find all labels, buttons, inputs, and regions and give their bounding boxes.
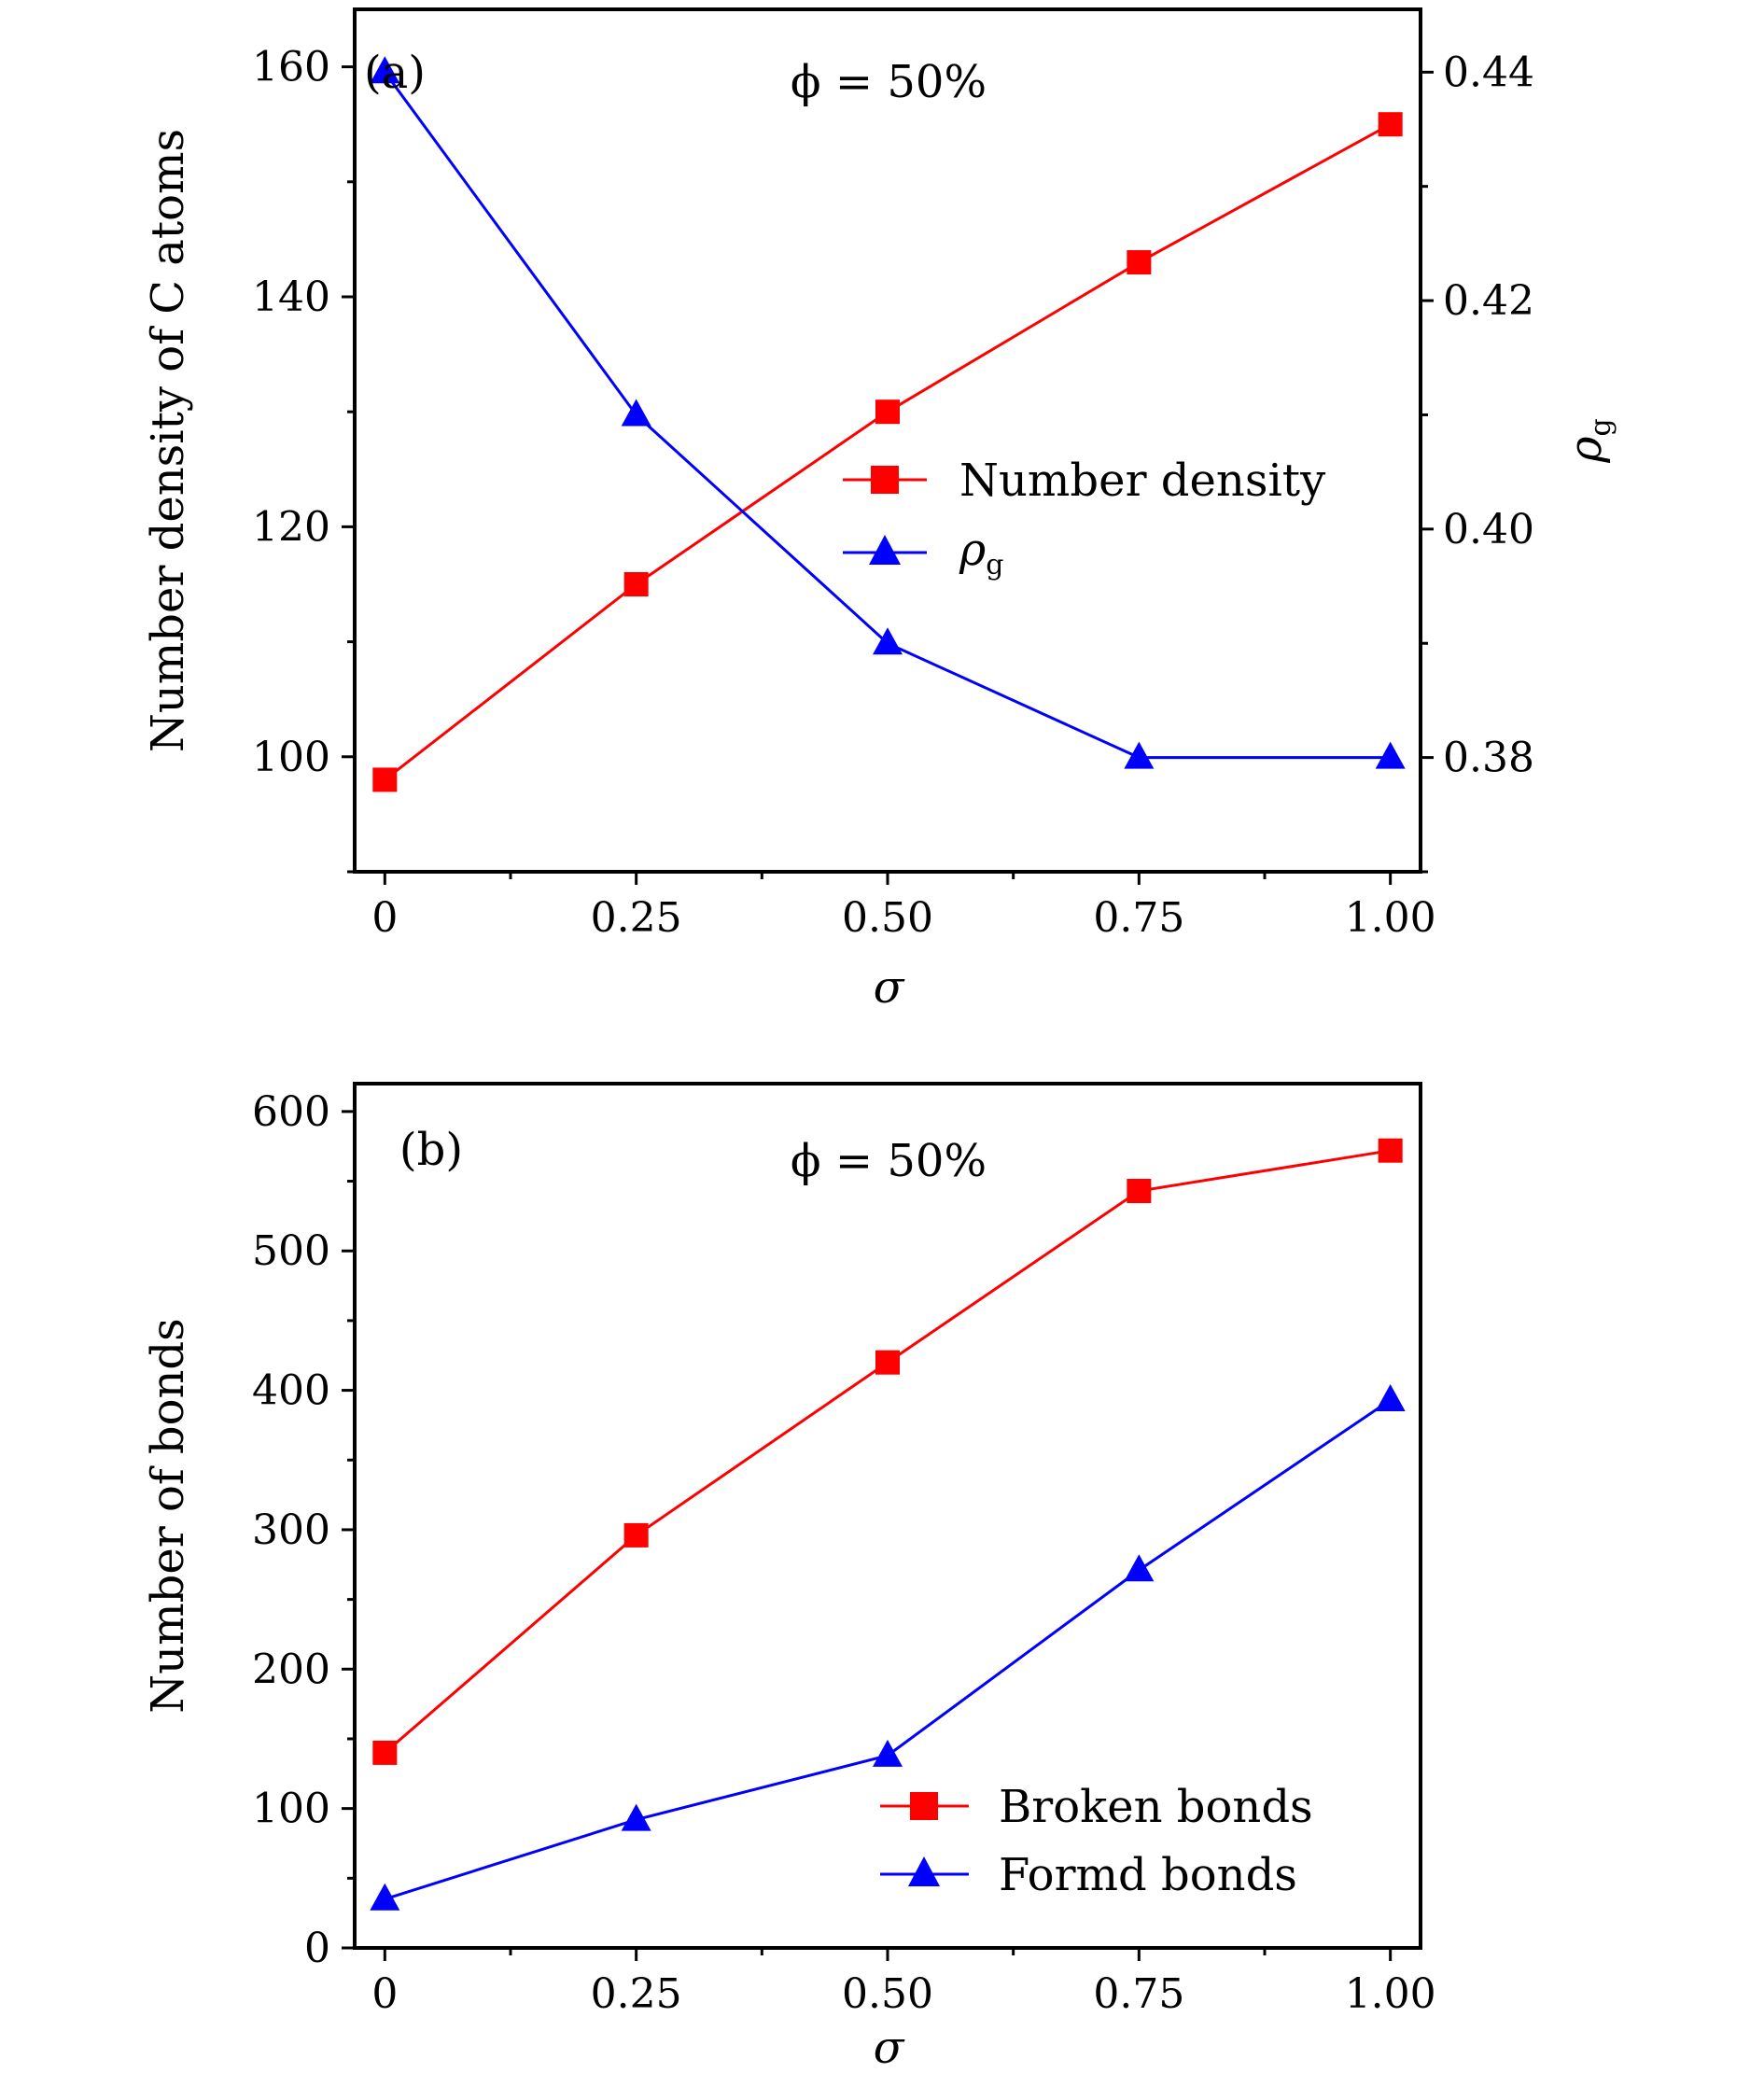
data-point-b-1-3 [1124, 1554, 1155, 1582]
x-tick-label-a-0: 0 [371, 894, 398, 942]
y2-tick-label-a-3: 0.44 [1443, 49, 1534, 96]
x-tick-label-b-0: 0 [371, 1970, 398, 2018]
panel-b: 0 0.25 0.50 0.75 1.00 0 100 200 300 400 500 600 (b)… [142, 1082, 1436, 2073]
data-point-a-1-0 [370, 56, 400, 84]
x-tick-label-b-1: 0.25 [591, 1970, 682, 2018]
legend-marker-formd-bonds [908, 1856, 940, 1886]
y-tick-label-b-1: 100 [252, 1786, 330, 1833]
data-point-b-0-2 [875, 1350, 900, 1375]
legend-b: Broken bonds Formd bonds [880, 1781, 1313, 1901]
data-point-a-1-2 [873, 627, 903, 655]
x-tick-label-b-3: 0.75 [1093, 1970, 1184, 2018]
data-point-a-0-3 [1127, 250, 1152, 275]
y2-tick-label-a-2: 0.42 [1443, 277, 1534, 325]
x-tick-label-b-2: 0.50 [842, 1970, 933, 2018]
data-point-b-1-1 [621, 1803, 651, 1831]
data-point-a-0-1 [623, 572, 649, 596]
legend-marker-broken-bonds [910, 1792, 938, 1820]
series-group-b [370, 1138, 1406, 1911]
data-point-b-0-1 [623, 1522, 649, 1548]
y-tick-label-b-3: 300 [252, 1506, 330, 1554]
y2label-a: ρg [1560, 418, 1617, 463]
data-point-b-1-4 [1375, 1384, 1406, 1412]
plot-frame-a [353, 7, 1422, 874]
data-point-b-0-4 [1378, 1138, 1403, 1163]
x-tick-label-a-2: 0.50 [842, 894, 933, 942]
y-tick-label-b-0: 0 [304, 1925, 330, 1972]
series-group-a [370, 56, 1406, 792]
data-point-b-1-0 [370, 1883, 400, 1911]
y-tick-label-b-2: 200 [252, 1646, 330, 1693]
data-point-a-1-1 [621, 399, 651, 427]
legend-label-formd-bonds: Formd bonds [999, 1849, 1297, 1901]
y-tick-label-a-3: 160 [252, 44, 330, 91]
legend-marker-number-density [871, 466, 899, 494]
series-line-a-0 [384, 122, 1392, 781]
data-point-a-0-4 [1378, 112, 1403, 137]
axis-ticks-a: 0 0.25 0.50 0.75 1.00 100 120 140 160 0.38 0.40 0.4… [252, 44, 1534, 942]
ylabel-a: Number density of C atoms [142, 129, 194, 752]
annotation-b: ϕ = 50% [791, 1135, 987, 1187]
y-tick-label-b-5: 500 [252, 1227, 330, 1275]
ylabel-b: Number of bonds [142, 1318, 194, 1714]
y-tick-label-b-4: 400 [252, 1367, 330, 1415]
panel-label-a: (a) [364, 47, 426, 99]
legend-label-rho-g: ρg [959, 524, 1003, 581]
data-point-a-1-4 [1375, 741, 1406, 769]
axis-ticks-b: 0 0.25 0.50 0.75 1.00 0 100 200 300 400 500 600 [252, 1088, 1436, 2018]
data-point-a-0-0 [372, 767, 398, 792]
x-tick-label-b-4: 1.00 [1345, 1970, 1436, 2018]
y-tick-label-b-6: 600 [252, 1088, 330, 1136]
x-tick-label-a-1: 0.25 [591, 894, 682, 942]
panel-label-b: (b) [399, 1124, 463, 1176]
data-point-b-0-0 [372, 1740, 398, 1765]
y-tick-label-a-1: 120 [252, 503, 330, 551]
series-line-b-0 [384, 1149, 1391, 1755]
x-tick-label-a-4: 1.00 [1345, 894, 1436, 942]
y2-tick-label-a-1: 0.40 [1443, 506, 1534, 553]
panel-a: 0 0.25 0.50 0.75 1.00 100 120 140 160 0.38 0.40 0.4… [142, 7, 1617, 1014]
data-point-b-1-2 [873, 1739, 903, 1767]
legend-label-number-density: Number density [959, 455, 1325, 507]
legend-a: Number density ρg [843, 455, 1325, 581]
legend-marker-rho-g [869, 535, 901, 565]
data-point-a-1-3 [1124, 741, 1155, 769]
annotation-a: ϕ = 50% [791, 56, 987, 108]
data-point-b-0-3 [1127, 1179, 1152, 1204]
x-tick-label-a-3: 0.75 [1093, 894, 1184, 942]
y2-tick-label-a-0: 0.38 [1443, 735, 1534, 782]
xlabel-a: σ [874, 961, 905, 1014]
legend-label-broken-bonds: Broken bonds [999, 1781, 1313, 1833]
xlabel-b: σ [874, 2022, 905, 2073]
y-tick-label-a-2: 140 [252, 273, 330, 321]
y-tick-label-a-0: 100 [252, 734, 330, 781]
data-point-a-0-2 [875, 399, 900, 425]
